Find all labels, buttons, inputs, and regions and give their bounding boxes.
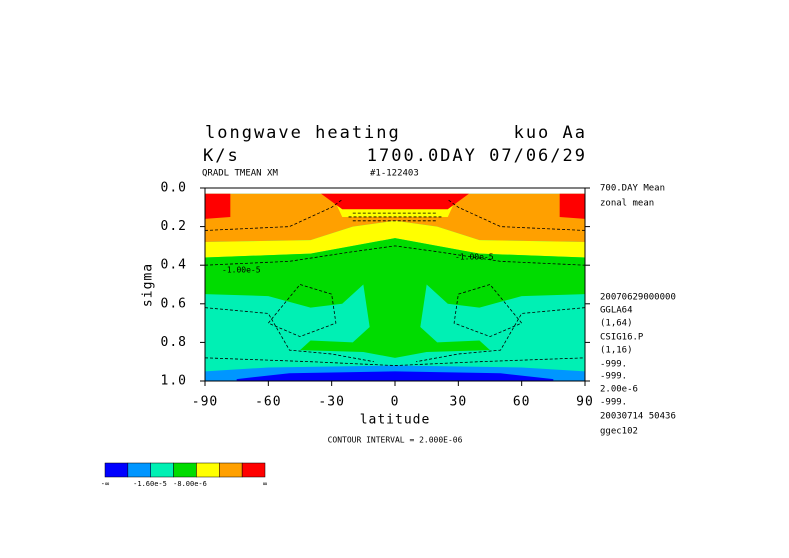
y-tick-label: 0.8 [161, 335, 187, 350]
y-tick-label: 1.0 [161, 374, 187, 389]
y-axis-label: sigma [141, 263, 156, 307]
side-note: ggec102 [600, 427, 638, 437]
filled-contour [205, 193, 231, 219]
contour-line [453, 284, 522, 338]
side-note: 20070629000000 [600, 293, 676, 303]
contour-line [204, 199, 343, 231]
filled-contour [321, 193, 469, 210]
x-tick-label: 90 [576, 395, 594, 410]
colorbar-box [127, 462, 151, 478]
footnote: CONTOUR INTERVAL = 2.000E-06 [328, 436, 463, 445]
y-tick-label: 0.2 [161, 219, 187, 234]
side-note: 2.00e-6 [600, 385, 638, 395]
filled-contour [205, 238, 585, 358]
filled-contour [205, 193, 585, 243]
colorbar-box [196, 462, 220, 478]
side-note: -999. [600, 398, 627, 408]
contour-line [204, 357, 586, 366]
side-note: -999. [600, 360, 627, 370]
x-tick-label: -90 [192, 395, 218, 410]
colorbar-box [241, 462, 266, 478]
run-label: #1-122403 [370, 169, 419, 179]
side-note: 20030714 50436 [600, 412, 676, 422]
colorbar-label: -1.60e-5 [133, 480, 167, 488]
side-note: 700.DAY Mean [600, 184, 665, 194]
x-tick-label: 60 [513, 395, 531, 410]
y-tick-label: 0.0 [161, 181, 187, 196]
y-tick-label: 0.4 [161, 258, 187, 273]
contour-label: -1.00e-5 [455, 253, 494, 262]
x-tick-label: 30 [450, 395, 468, 410]
contour-line [204, 307, 374, 363]
filled-contour [205, 220, 585, 258]
units: K/s [203, 146, 240, 166]
filled-contour [236, 371, 554, 381]
x-axis-label: latitude [360, 413, 431, 428]
chart-title: longwave heating [205, 123, 401, 143]
y-tick-label: 0.6 [161, 296, 187, 311]
colorbar-label: -∞ [101, 480, 109, 488]
colorbar-box [104, 462, 129, 478]
colorbar-label: ∞ [263, 480, 267, 488]
side-note: zonal mean [600, 199, 654, 209]
side-note: -999. [600, 372, 627, 382]
colorbar-box [150, 462, 174, 478]
side-note: (1,64) [600, 319, 633, 329]
filled-contour [559, 193, 585, 219]
side-note: (1,16) [600, 346, 633, 356]
x-tick-label: 0 [391, 395, 400, 410]
contour-line [268, 284, 337, 338]
x-tick-label: -30 [318, 395, 344, 410]
side-note: CSIG16.P [600, 333, 644, 343]
contour-label: -1.00e-5 [222, 266, 261, 275]
contour-line [447, 199, 586, 231]
colorbar-label: -8.00e-6 [173, 480, 207, 488]
x-tick-label: -60 [255, 395, 281, 410]
time-label: 1700.0DAY 07/06/29 [367, 146, 587, 166]
colorbar-box [219, 462, 243, 478]
contour-line [416, 307, 586, 363]
variable-label: QRADL TMEAN XM [202, 169, 278, 179]
side-note: GGLA64 [600, 306, 633, 316]
model-name: kuo Aa [514, 123, 587, 143]
contour-line [204, 245, 586, 266]
colorbar-box [173, 462, 197, 478]
